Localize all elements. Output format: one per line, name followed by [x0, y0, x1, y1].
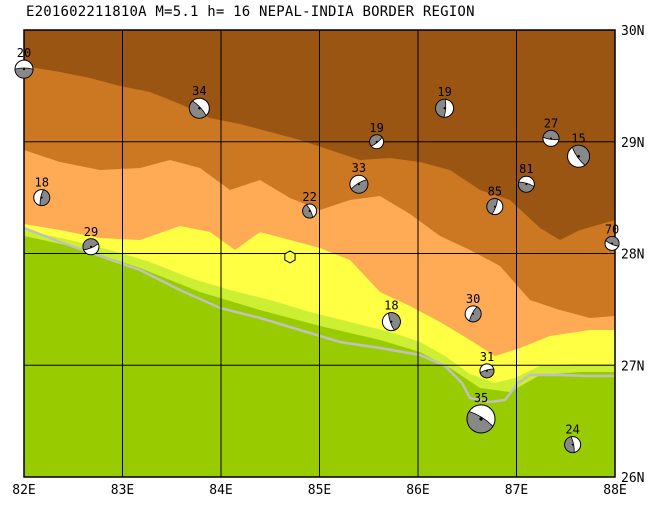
depth-label: 85 — [488, 185, 502, 199]
compressional-quadrant — [564, 436, 575, 453]
latitude-label: 26N — [621, 471, 644, 486]
compressional-quadrant — [605, 236, 620, 247]
map-title: E201602211810A M=5.1 h= 16 NEPAL-INDIA B… — [26, 4, 475, 20]
focal-mechanism: 27 — [542, 116, 560, 147]
compressional-quadrant — [14, 67, 34, 79]
depth-label: 81 — [519, 162, 533, 176]
depth-label: 15 — [571, 131, 585, 145]
compressional-quadrant — [435, 98, 447, 118]
depth-label: 35 — [474, 391, 488, 405]
depth-label: 22 — [302, 190, 316, 204]
longitude-label: 85E — [308, 483, 331, 498]
focal-mechanism: 33 — [349, 161, 369, 194]
focal-mechanism: 18 — [381, 299, 401, 332]
axis-dot — [443, 107, 446, 110]
focal-mechanism: 35 — [466, 391, 496, 434]
focal-mechanism: 24 — [564, 423, 582, 454]
depth-label: 31 — [480, 350, 494, 364]
focal-mechanism: 22 — [302, 190, 318, 219]
compressional-quadrant — [188, 100, 207, 119]
longitude-label: 86E — [406, 483, 429, 498]
axis-dot — [198, 107, 201, 110]
compressional-quadrant — [468, 306, 482, 323]
axis-dot — [525, 183, 528, 186]
compressional-quadrant — [350, 179, 369, 194]
depth-label: 19 — [437, 85, 451, 99]
focal-mechanism: 15 — [567, 131, 591, 168]
axis-dot — [549, 137, 552, 140]
axis-dot — [472, 312, 475, 315]
depth-label: 34 — [192, 84, 206, 98]
compressional-quadrant — [466, 410, 494, 434]
axis-dot — [493, 205, 496, 208]
longitude-label: 83E — [111, 483, 134, 498]
focal-mechanism: 34 — [188, 84, 210, 119]
axis-dot — [375, 140, 378, 143]
focal-mechanism: 19 — [369, 121, 385, 150]
longitude-label: 84E — [209, 483, 232, 498]
depth-label: 19 — [369, 121, 383, 135]
longitude-labels: 82E 83E 84E 85E 86E 87E 88E — [12, 483, 626, 498]
longitude-label: 87E — [505, 483, 528, 498]
axis-dot — [485, 369, 488, 372]
longitude-label: 82E — [12, 483, 35, 498]
compressional-quadrant — [486, 198, 498, 215]
latitude-labels: 26N 27N 28N 29N 30N — [621, 24, 644, 486]
axis-dot — [89, 245, 92, 248]
axis-dot — [479, 417, 483, 421]
focal-mechanism: 85 — [486, 185, 504, 216]
depth-label: 27 — [544, 116, 558, 130]
compressional-quadrant — [82, 238, 99, 251]
focal-mechanism: 30 — [464, 292, 482, 323]
depth-label: 24 — [565, 423, 579, 437]
compressional-quadrant — [542, 130, 560, 141]
focal-mechanism: 81 — [517, 162, 535, 193]
latitude-label: 30N — [621, 24, 644, 39]
compressional-quadrant — [302, 204, 314, 219]
axis-dot — [577, 154, 580, 158]
axis-dot — [611, 242, 614, 245]
epicenter-marker — [284, 250, 296, 264]
axis-dot — [571, 443, 574, 446]
axis-dot — [390, 320, 393, 323]
compressional-quadrant — [39, 189, 51, 206]
focal-mechanisms: 20 34 19 19 27 15 18 33 81 22 85 29 70 18 30 31 35 24 — [14, 46, 620, 454]
latitude-label: 28N — [621, 248, 644, 263]
depth-label: 20 — [17, 46, 31, 60]
focal-mechanism: 18 — [33, 176, 51, 207]
compressional-quadrant — [388, 312, 401, 331]
international-border — [24, 226, 615, 404]
depth-label: 30 — [466, 292, 480, 306]
depth-label: 70 — [605, 222, 619, 236]
compressional-quadrant — [571, 145, 590, 166]
focal-mechanism: 19 — [435, 85, 455, 118]
focal-mechanism: 31 — [479, 350, 495, 379]
compressional-quadrant — [369, 134, 383, 147]
latitude-label: 27N — [621, 359, 644, 374]
depth-label: 33 — [352, 161, 366, 175]
depth-label: 18 — [384, 299, 398, 313]
compressional-quadrant — [517, 181, 535, 193]
latitude-label: 29N — [621, 136, 644, 151]
graticule — [24, 30, 615, 477]
axis-dot — [40, 196, 43, 199]
focal-mechanism: 20 — [14, 46, 34, 79]
axis-dot — [22, 68, 26, 71]
depth-label: 18 — [35, 176, 49, 190]
focal-mechanism: 29 — [82, 225, 100, 256]
axis-dot — [308, 210, 311, 213]
compressional-quadrant — [479, 368, 495, 379]
longitude-label: 88E — [603, 483, 626, 498]
map-frame — [23, 29, 616, 478]
focal-mechanism: 70 — [604, 222, 620, 251]
depth-label: 29 — [84, 225, 98, 239]
axis-dot — [357, 183, 360, 186]
